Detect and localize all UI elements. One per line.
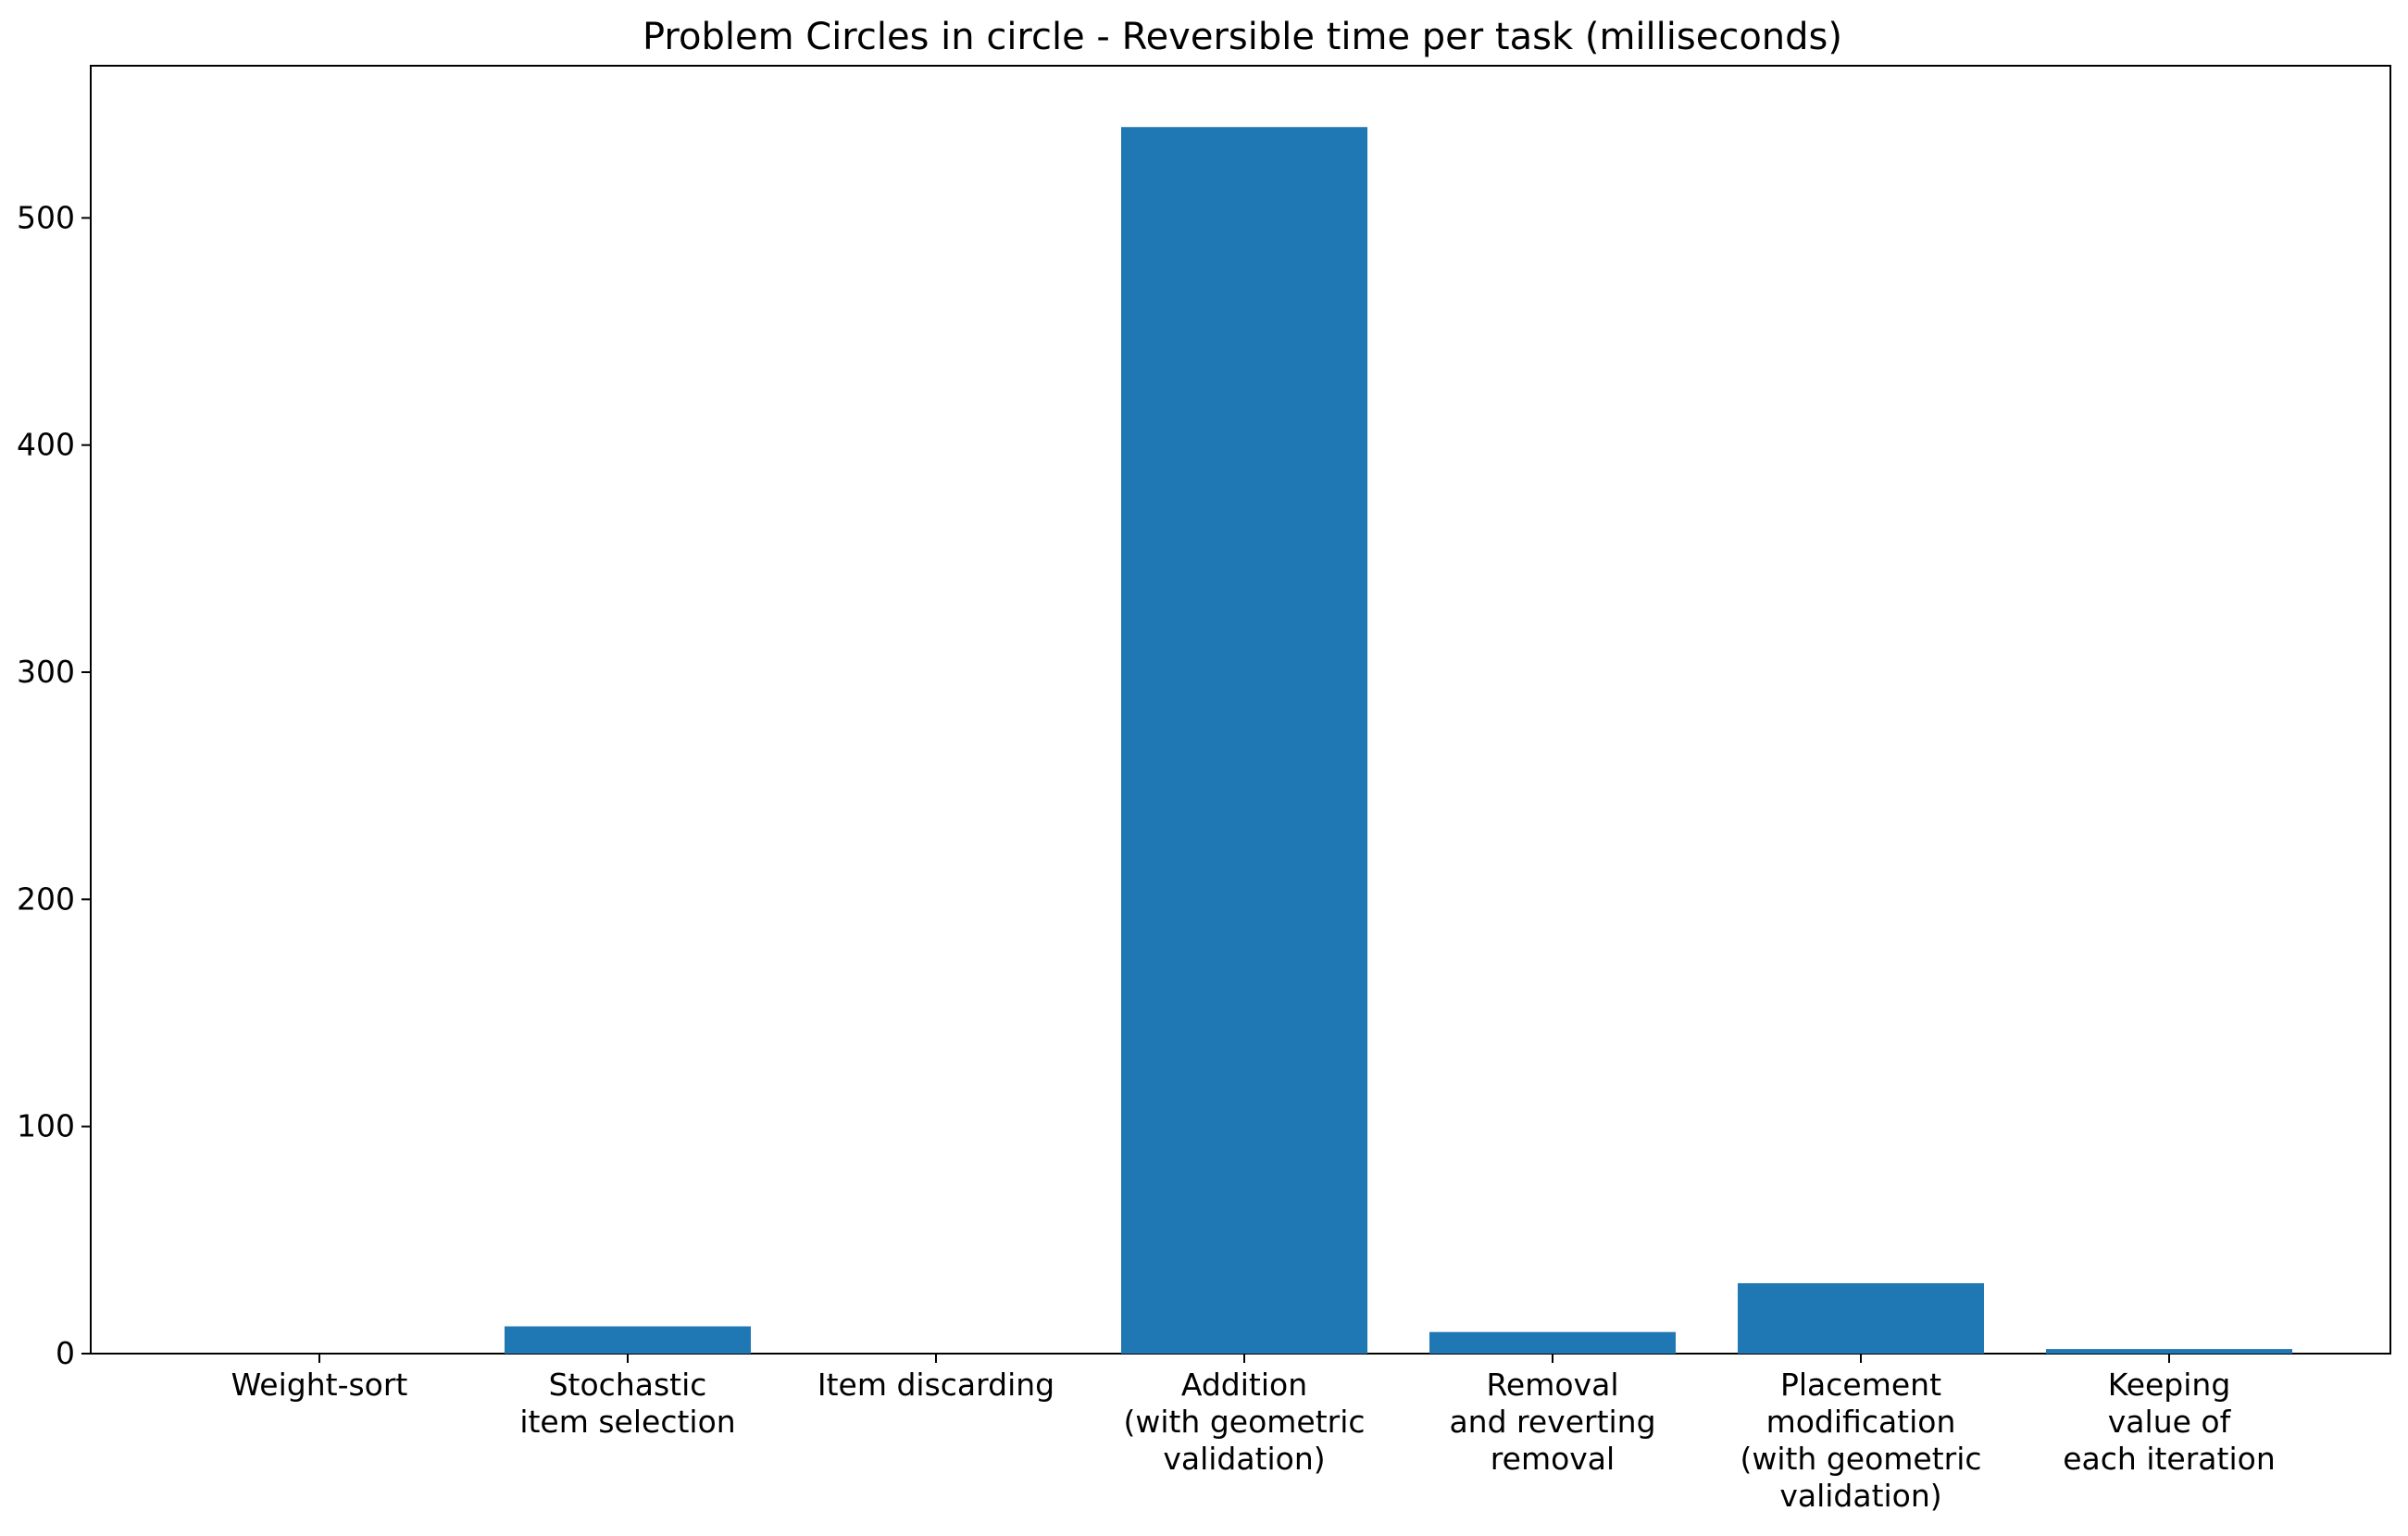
- x-tick-label: Keeping: [2108, 1367, 2231, 1403]
- bar: [1738, 1282, 1984, 1354]
- x-tick-label: Placement: [1780, 1367, 1941, 1403]
- bar: [1121, 127, 1367, 1355]
- x-tick-label: value of: [2108, 1404, 2232, 1440]
- x-tick-label: (with geometric: [1123, 1404, 1365, 1440]
- chart-title: Problem Circles in circle - Reversible t…: [643, 16, 1842, 58]
- x-tick-label: Removal: [1486, 1367, 1618, 1403]
- x-tick-label: Item discarding: [817, 1367, 1054, 1403]
- bar: [1429, 1331, 1676, 1354]
- x-tick-label: Addition: [1181, 1367, 1307, 1403]
- x-tick-label: removal: [1491, 1441, 1615, 1477]
- y-tick-label: 500: [17, 199, 75, 235]
- y-tick-label: 300: [17, 654, 75, 690]
- x-tick-label: validation): [1163, 1441, 1325, 1477]
- bar: [2046, 1349, 2292, 1354]
- x-tick-label: item selection: [519, 1404, 735, 1440]
- x-tick-label: and reverting: [1449, 1404, 1655, 1440]
- y-tick-label: 400: [17, 427, 75, 463]
- y-tick-label: 100: [17, 1108, 75, 1144]
- x-tick-label: Stochastic: [549, 1367, 707, 1403]
- x-tick-label: (with geometric: [1740, 1441, 1981, 1477]
- x-tick-label: Weight-sort: [231, 1367, 408, 1403]
- y-tick-label: 0: [56, 1335, 75, 1371]
- x-tick-label: modification: [1766, 1404, 1956, 1440]
- x-tick-label: each iteration: [2063, 1441, 2276, 1477]
- x-tick-label: validation): [1779, 1478, 1941, 1514]
- y-tick-label: 200: [17, 880, 75, 917]
- bar: [505, 1326, 751, 1354]
